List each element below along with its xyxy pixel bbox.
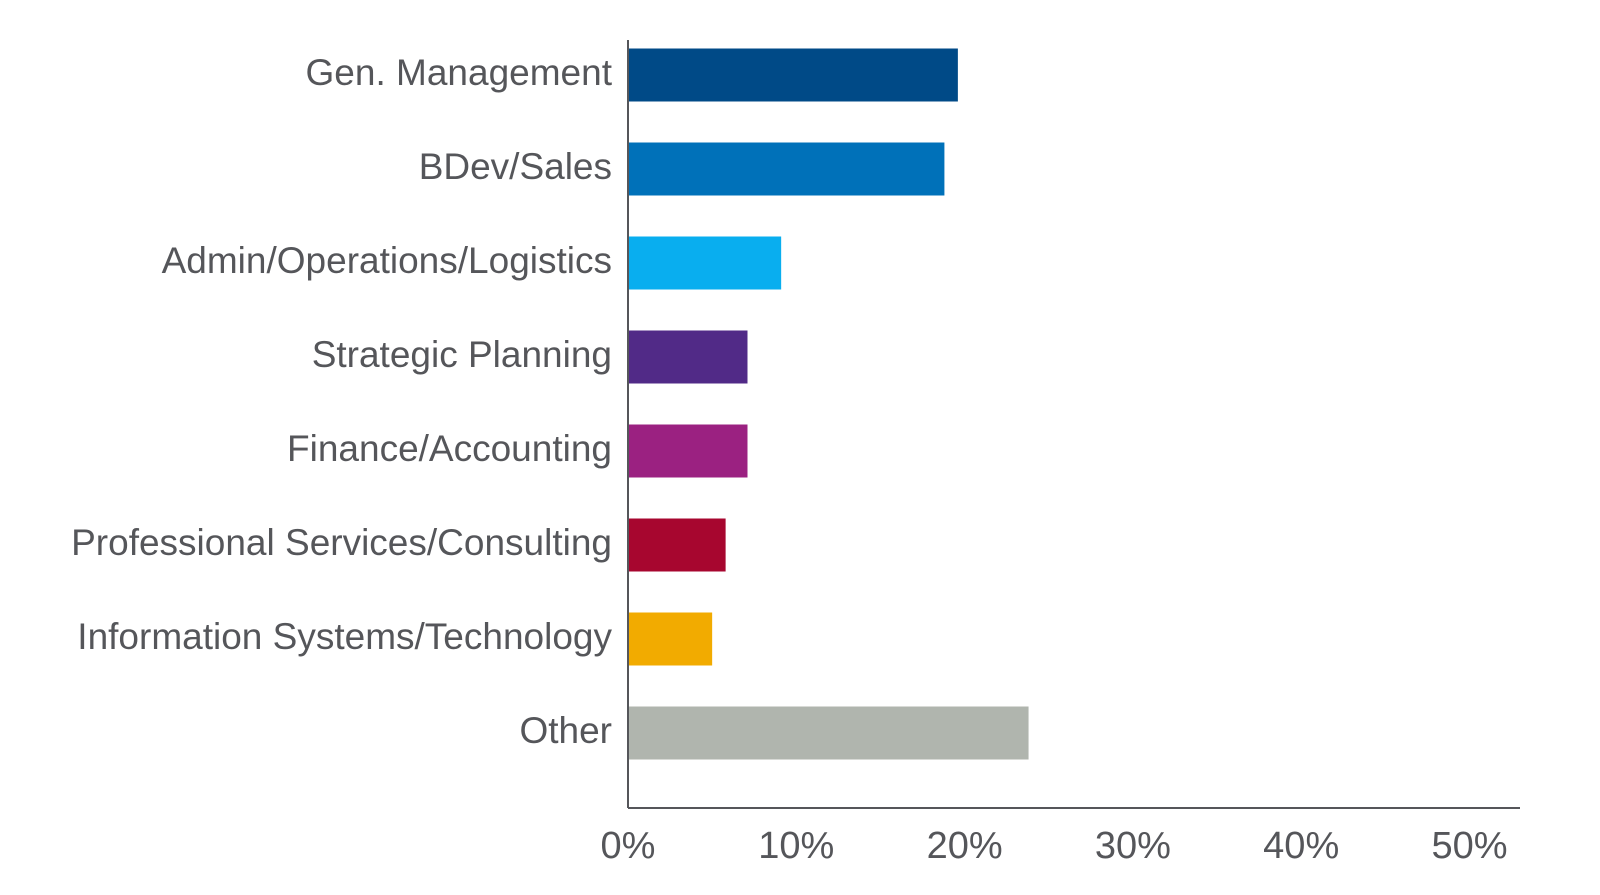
bars-layer bbox=[629, 48, 1029, 760]
bar-information-systems-technology bbox=[629, 612, 713, 666]
x-tick-label: 0% bbox=[601, 825, 656, 867]
x-tick-label: 40% bbox=[1263, 825, 1339, 867]
x-tick-labels-layer: 0% 10% 20% 30% 40% 50% bbox=[601, 825, 1508, 867]
category-label-other: Other bbox=[519, 710, 612, 751]
x-tick-label: 50% bbox=[1431, 825, 1507, 867]
category-label-information-systems-technology: Information Systems/Technology bbox=[77, 616, 612, 657]
x-tick-label: 20% bbox=[927, 825, 1003, 867]
bar-bdev-sales bbox=[629, 142, 945, 196]
bar-admin-operations-logistics bbox=[629, 236, 782, 290]
category-label-bdev-sales: BDev/Sales bbox=[419, 146, 612, 187]
category-label-strategic-planning: Strategic Planning bbox=[312, 334, 612, 375]
x-tick-label: 30% bbox=[1095, 825, 1171, 867]
bar-gen-management bbox=[629, 48, 958, 102]
bar-finance-accounting bbox=[629, 424, 748, 478]
bar-professional-services-consulting bbox=[629, 518, 726, 572]
category-label-finance-accounting: Finance/Accounting bbox=[287, 428, 612, 469]
category-labels-layer: Gen. Management BDev/Sales Admin/Operation… bbox=[71, 52, 613, 751]
category-label-admin-operations-logistics: Admin/Operations/Logistics bbox=[162, 240, 612, 281]
x-tick-label: 10% bbox=[758, 825, 834, 867]
bar-other bbox=[629, 706, 1029, 760]
bar-strategic-planning bbox=[629, 330, 748, 384]
category-label-professional-services-consulting: Professional Services/Consulting bbox=[71, 522, 612, 563]
category-label-gen-management: Gen. Management bbox=[306, 52, 613, 93]
